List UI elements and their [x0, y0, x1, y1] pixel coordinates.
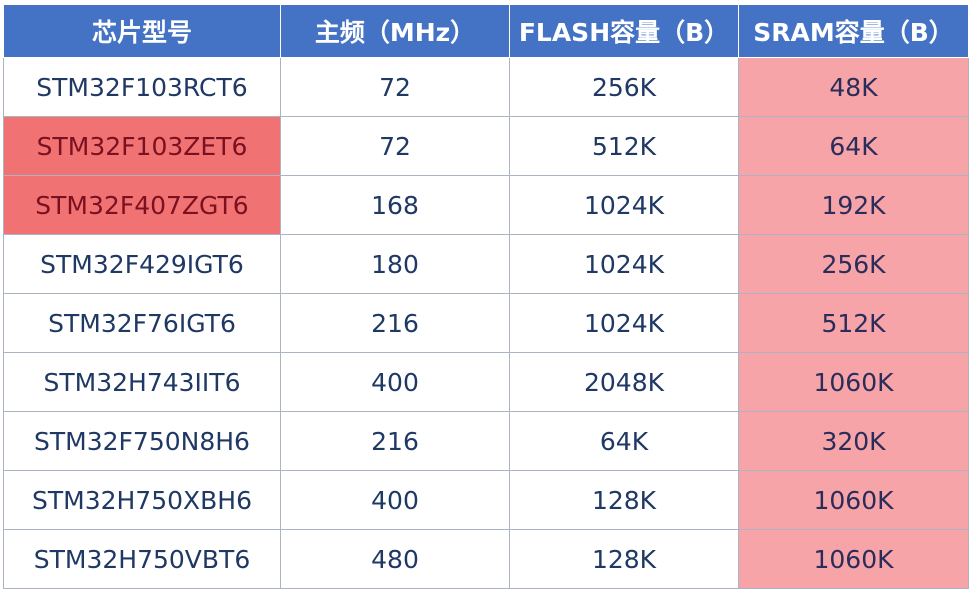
table-row: STM32F407ZGT6 168 1024K 192K [3, 175, 969, 235]
cell-frequency: 216 [280, 411, 510, 471]
cell-frequency: 168 [280, 175, 510, 235]
cell-flash: 1024K [509, 175, 739, 235]
header-flash: FLASH容量（B） [509, 4, 739, 58]
table-row: STM32F76IGT6 216 1024K 512K [3, 293, 969, 353]
cell-flash: 1024K [509, 293, 739, 353]
cell-flash: 1024K [509, 234, 739, 294]
table-row: STM32F103ZET6 72 512K 64K [3, 116, 969, 176]
table-row: STM32F103RCT6 72 256K 48K [3, 57, 969, 117]
cell-model: STM32F429IGT6 [3, 234, 281, 294]
cell-model: STM32F76IGT6 [3, 293, 281, 353]
cell-frequency: 180 [280, 234, 510, 294]
table-body: STM32F103RCT6 72 256K 48K STM32F103ZET6 … [3, 57, 969, 589]
cell-model: STM32F103RCT6 [3, 57, 281, 117]
cell-sram: 320K [738, 411, 969, 471]
header-sram: SRAM容量（B） [738, 4, 969, 58]
cell-frequency: 400 [280, 352, 510, 412]
cell-frequency: 480 [280, 529, 510, 589]
cell-model-highlighted: STM32F407ZGT6 [3, 175, 281, 235]
table-row: STM32H750VBT6 480 128K 1060K [3, 529, 969, 589]
cell-frequency: 72 [280, 57, 510, 117]
table-row: STM32H750XBH6 400 128K 1060K [3, 470, 969, 530]
table-header: 芯片型号 主频（MHz） FLASH容量（B） SRAM容量（B） [3, 4, 969, 58]
cell-sram: 1060K [738, 529, 969, 589]
cell-sram: 64K [738, 116, 969, 176]
cell-frequency: 72 [280, 116, 510, 176]
table-row: STM32H743IIT6 400 2048K 1060K [3, 352, 969, 412]
cell-frequency: 400 [280, 470, 510, 530]
cell-flash: 256K [509, 57, 739, 117]
header-chip-model: 芯片型号 [3, 4, 281, 58]
stm32-spec-table: 芯片型号 主频（MHz） FLASH容量（B） SRAM容量（B） STM32F… [3, 4, 969, 589]
cell-flash: 128K [509, 470, 739, 530]
cell-sram: 512K [738, 293, 969, 353]
cell-sram: 48K [738, 57, 969, 117]
cell-flash: 512K [509, 116, 739, 176]
cell-model-highlighted: STM32F103ZET6 [3, 116, 281, 176]
table-row: STM32F429IGT6 180 1024K 256K [3, 234, 969, 294]
cell-flash: 64K [509, 411, 739, 471]
header-frequency: 主频（MHz） [280, 4, 510, 58]
cell-frequency: 216 [280, 293, 510, 353]
cell-model: STM32H750VBT6 [3, 529, 281, 589]
cell-sram: 1060K [738, 470, 969, 530]
table-row: STM32F750N8H6 216 64K 320K [3, 411, 969, 471]
cell-model: STM32H750XBH6 [3, 470, 281, 530]
cell-model: STM32H743IIT6 [3, 352, 281, 412]
cell-flash: 2048K [509, 352, 739, 412]
cell-sram: 192K [738, 175, 969, 235]
header-row: 芯片型号 主频（MHz） FLASH容量（B） SRAM容量（B） [3, 4, 969, 58]
cell-flash: 128K [509, 529, 739, 589]
cell-sram: 256K [738, 234, 969, 294]
cell-model: STM32F750N8H6 [3, 411, 281, 471]
cell-sram: 1060K [738, 352, 969, 412]
